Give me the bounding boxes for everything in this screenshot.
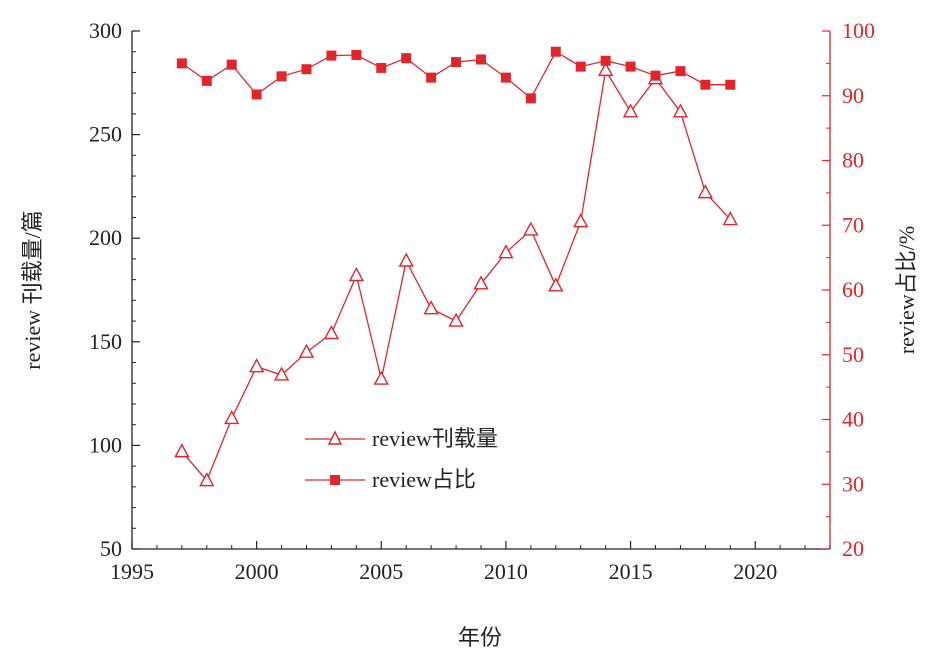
data-point-triangle <box>248 358 265 373</box>
y-right-tick-label: 90 <box>842 83 864 108</box>
x-axis-title: 年份 <box>458 625 502 650</box>
data-point-square <box>301 64 312 75</box>
data-point-square <box>176 58 187 69</box>
x-tick-label: 2015 <box>609 559 653 584</box>
data-point-triangle <box>523 221 539 236</box>
data-point-square <box>401 53 412 64</box>
y-right-tick-label: 40 <box>842 407 864 432</box>
data-point-square <box>251 89 262 100</box>
y-right-tick-label: 80 <box>842 148 864 173</box>
series-line-1 <box>181 68 731 482</box>
data-point-square <box>650 70 661 81</box>
data-point-square <box>700 79 711 90</box>
data-point-square <box>600 55 611 66</box>
y-right-tick-label: 30 <box>842 471 864 496</box>
series-layer <box>174 46 738 487</box>
data-point-square <box>226 59 237 70</box>
y-right-tick-label: 50 <box>842 342 864 367</box>
data-point-triangle <box>199 472 215 487</box>
legend-marker-triangle <box>327 430 343 445</box>
data-point-triangle <box>323 325 340 340</box>
axes-layer: 1995 2000 2005 2010 2015 2020 50 100 150 200 250 30… <box>89 18 875 584</box>
legend-label-series-1: review刊载量 <box>372 426 498 451</box>
data-point-square <box>476 54 486 65</box>
y-left-tick-label: 300 <box>89 18 122 43</box>
y-left-tick-label: 250 <box>89 122 122 147</box>
y-left-tick-label: 150 <box>89 329 122 354</box>
y-axis-left-title: review 刊载量/篇 <box>20 210 45 369</box>
data-point-square <box>376 62 387 73</box>
data-point-triangle <box>473 275 489 290</box>
data-point-square <box>351 49 362 60</box>
data-point-square <box>550 46 561 57</box>
data-point-triangle <box>573 213 589 228</box>
data-point-square <box>525 93 536 104</box>
data-point-triangle <box>298 343 315 358</box>
data-point-triangle <box>597 61 614 77</box>
data-point-triangle <box>423 300 439 315</box>
x-tick-label: 2005 <box>359 559 403 584</box>
legend-label-series-2: review占比 <box>372 467 476 492</box>
y-right-tick-label: 60 <box>842 277 864 302</box>
y-left-tick-label: 100 <box>89 432 122 457</box>
data-point-triangle <box>224 409 240 425</box>
data-point-triangle <box>174 443 190 458</box>
data-point-triangle <box>398 252 414 267</box>
x-tick-label: 2000 <box>235 559 279 584</box>
x-tick-label: 1995 <box>110 559 154 584</box>
data-point-triangle <box>548 277 564 292</box>
data-point-square <box>276 71 287 82</box>
data-point-triangle <box>672 103 689 118</box>
legend: review刊载量 review占比 <box>305 426 498 492</box>
y-left-tick-label: 200 <box>89 225 122 250</box>
y-right-tick-label: 20 <box>842 536 864 561</box>
data-point-square <box>500 72 511 83</box>
data-point-square <box>725 79 736 90</box>
data-point-square <box>451 57 462 68</box>
data-point-square <box>201 75 212 86</box>
data-point-square <box>575 61 586 72</box>
y-axis-right-title: review占比/% <box>894 226 919 354</box>
data-point-triangle <box>622 103 639 118</box>
data-point-triangle <box>697 184 714 199</box>
data-point-square <box>426 72 437 83</box>
data-point-square <box>625 61 636 72</box>
y-right-tick-label: 100 <box>842 18 875 43</box>
data-point-triangle <box>722 211 738 226</box>
data-point-triangle <box>373 370 389 385</box>
data-point-triangle <box>348 267 365 282</box>
y-left-tick-label: 50 <box>100 536 122 561</box>
x-tick-label: 2010 <box>484 559 528 584</box>
data-point-triangle <box>498 244 514 259</box>
legend-marker-square <box>330 475 340 485</box>
data-point-triangle <box>448 312 464 327</box>
data-point-triangle <box>273 366 290 381</box>
x-tick-label: 2020 <box>733 559 777 584</box>
y-right-tick-label: 70 <box>842 212 864 237</box>
data-point-square <box>326 50 337 61</box>
data-point-square <box>675 66 686 77</box>
